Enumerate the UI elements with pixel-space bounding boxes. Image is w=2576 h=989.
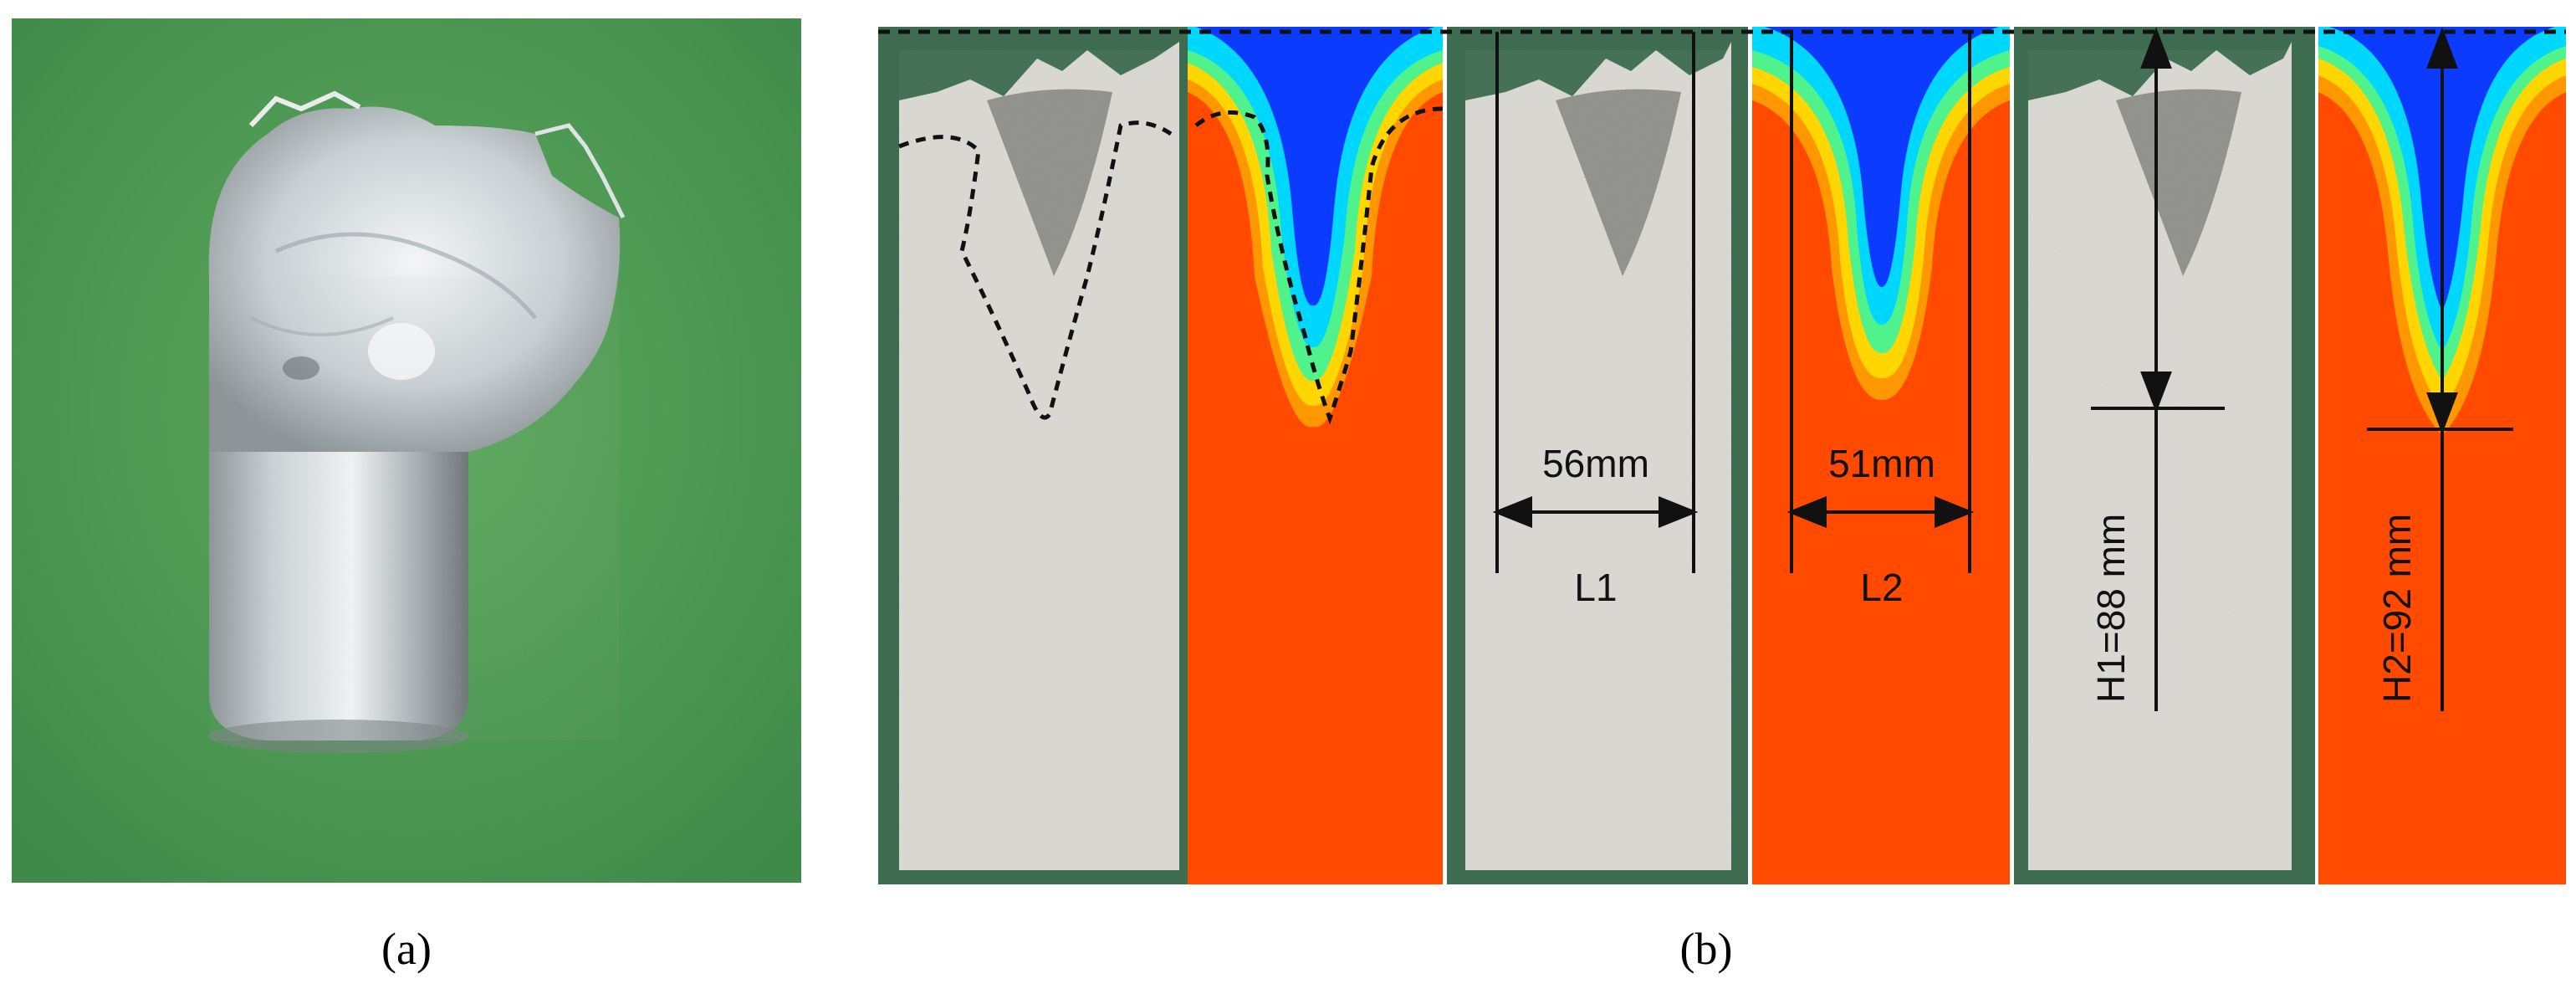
h2-label: H2=92 mm (2375, 514, 2419, 703)
panel-a-caption: (a) (381, 924, 432, 974)
sim-strip-2 (1752, 27, 2010, 884)
photo-strip-1 (878, 27, 1188, 884)
panel-a-photo (12, 18, 801, 883)
melt-boundary-dashed-2 (1194, 106, 1444, 425)
l1-name-label: L1 (1574, 566, 1617, 609)
l2-value-label: 51mm (1828, 442, 1935, 485)
sim-strip-1 (1188, 27, 1444, 884)
dimension-l1 (1492, 32, 1699, 573)
photo-strip-2 (1447, 27, 1748, 884)
l2-name-label: L2 (1860, 566, 1903, 609)
dimension-h1 (2091, 27, 2225, 711)
dimension-h2 (2367, 27, 2513, 711)
l1-value-label: 56mm (1542, 442, 1649, 485)
h1-label: H1=88 mm (2089, 514, 2133, 703)
photo-strip-3 (2014, 27, 2315, 884)
dimension-l2 (1786, 32, 1975, 573)
melt-boundary-dashed-1 (898, 120, 1173, 420)
panel-b-caption: (b) (1680, 924, 1733, 974)
